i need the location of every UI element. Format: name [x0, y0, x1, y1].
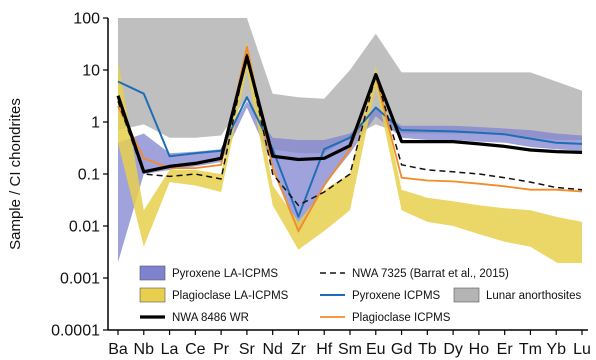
x-tick-label-ce: Ce	[185, 341, 206, 358]
bands-layer	[118, 18, 582, 276]
x-tick-label-ba: Ba	[108, 341, 128, 358]
y-tick-label: 0.0001	[51, 323, 100, 340]
legend-swatch	[139, 287, 166, 303]
legend: Pyroxene LA-ICPMS NWA 7325 (Barrat et al.…	[128, 263, 586, 327]
x-tick-label-er: Er	[497, 341, 514, 358]
legend-label: NWA 8486 WR	[172, 312, 249, 324]
legend-item-nwa-8486-wr: NWA 8486 WR	[140, 312, 249, 324]
x-tick-label-dy: Dy	[443, 341, 463, 358]
x-tick-label-tm: Tm	[519, 341, 542, 358]
legend-item-plagioclase-icpms: Plagioclase ICPMS	[320, 312, 451, 324]
x-tick-label-gd: Gd	[391, 341, 412, 358]
x-tick-label-pr: Pr	[213, 341, 230, 358]
y-tick-label: 0.1	[78, 167, 100, 184]
band-lunar-anorthosites	[118, 18, 582, 154]
series-plagioclase-icpms	[117, 45, 583, 232]
legend-item-pyroxene-la-icpms: Pyroxene LA-ICPMS	[139, 265, 278, 281]
legend-background	[128, 263, 586, 327]
band-plagioclase-la-icpms	[118, 41, 582, 276]
legend-label: NWA 7325 (Barrat et al., 2015)	[352, 268, 509, 280]
x-tick-label-tb: Tb	[418, 341, 437, 358]
axes-layer: 100 10 1 0.1 0.01 0.001 0.0001 Ba Nb La Ce Pr Sr Nd Zr…	[51, 11, 591, 359]
x-tick-label-la: La	[161, 341, 179, 358]
legend-item-pyroxene-icpms: Pyroxene ICPMS	[320, 290, 441, 302]
x-tick-label-lu: Lu	[573, 341, 591, 358]
series-layer	[116, 45, 583, 232]
legend-swatch	[453, 287, 480, 303]
x-tick-label-zr: Zr	[291, 341, 307, 358]
legend-label: Plagioclase LA-ICPMS	[172, 290, 289, 302]
x-tick-label-sm: Sm	[338, 341, 362, 358]
x-tick-label-nd: Nd	[262, 341, 282, 358]
x-tick-label-nb: Nb	[134, 341, 155, 358]
x-tick-label-hf: Hf	[316, 341, 333, 358]
y-tick-label: 0.01	[69, 219, 100, 236]
legend-item-lunar-anorthosites: Lunar anorthosites	[453, 287, 582, 303]
series-pyroxene-icpms	[117, 80, 583, 218]
x-tick-label-ho: Ho	[469, 341, 490, 358]
series-nwa-8486-wr	[116, 55, 583, 174]
legend-item-nwa-7325-barrat-et-al-2015: NWA 7325 (Barrat et al., 2015)	[320, 268, 509, 280]
series-nwa-7325-barrat-et-al-2015	[117, 53, 583, 207]
legend-swatch	[139, 265, 166, 281]
y-tick-label: 10	[82, 63, 100, 80]
legend-item-plagioclase-la-icpms: Plagioclase LA-ICPMS	[139, 287, 289, 303]
y-axis-title: Sample / CI chondrites	[7, 98, 24, 250]
y-tick-label: 1	[91, 115, 100, 132]
band-pyroxene-la-icpms	[118, 101, 582, 263]
x-tick-label-eu: Eu	[366, 341, 386, 358]
legend-label: Pyroxene LA-ICPMS	[172, 268, 278, 280]
legend-label: Pyroxene ICPMS	[352, 290, 441, 302]
legend-label: Plagioclase ICPMS	[352, 312, 451, 324]
legend-label: Lunar anorthosites	[486, 290, 582, 302]
y-tick-label: 0.001	[60, 271, 100, 288]
x-tick-label-yb: Yb	[546, 341, 566, 358]
y-tick-label: 100	[73, 11, 100, 28]
x-tick-label-sr: Sr	[239, 341, 256, 358]
